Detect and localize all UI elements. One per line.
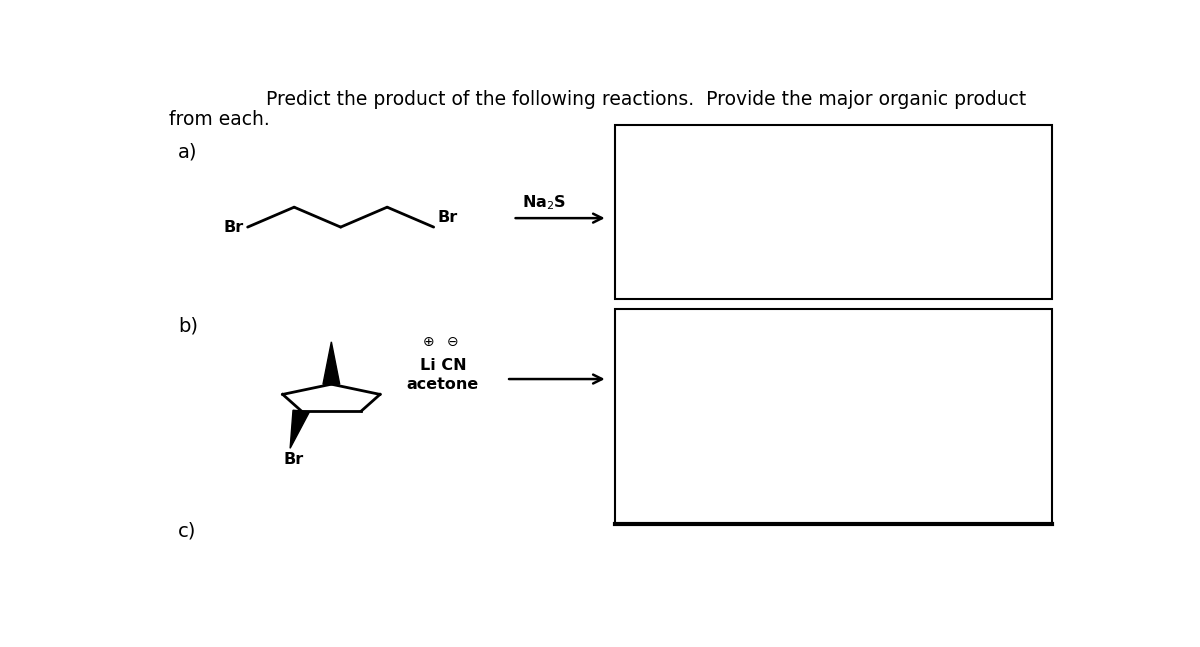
Text: Br: Br [283,452,304,467]
Text: Br: Br [437,210,457,225]
Text: acetone: acetone [407,377,479,391]
Polygon shape [290,410,310,448]
Bar [616,125,1052,300]
Polygon shape [323,342,340,384]
Text: c): c) [178,521,197,540]
Text: ⊕: ⊕ [424,334,434,349]
Text: Li CN: Li CN [420,358,467,373]
Text: Na$_2$S: Na$_2$S [522,193,566,212]
Text: ⊖: ⊖ [446,334,458,349]
Text: b): b) [178,317,198,336]
Bar [616,309,1052,523]
Text: Predict the product of the following reactions.  Provide the major organic produ: Predict the product of the following rea… [266,90,1026,109]
Text: a): a) [178,142,197,161]
Text: Br: Br [223,219,244,235]
Text: from each.: from each. [168,110,269,129]
